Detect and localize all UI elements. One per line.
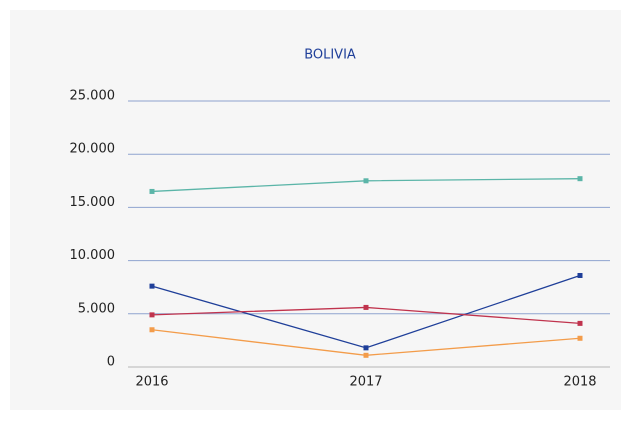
point: [149, 327, 155, 333]
y-tick-label: 10.000: [70, 248, 116, 263]
panel: [10, 10, 621, 410]
point: [577, 176, 583, 182]
point: [149, 283, 155, 289]
point: [577, 320, 583, 326]
point: [363, 178, 369, 184]
y-tick-label: 0: [107, 355, 115, 370]
y-tick-label: 20.000: [70, 142, 116, 157]
point: [149, 188, 155, 194]
point: [363, 304, 369, 310]
y-tick-label: 25.000: [70, 89, 116, 104]
point: [577, 272, 583, 278]
x-tick-label: 2018: [563, 375, 596, 390]
y-tick-label: 5.000: [78, 301, 115, 316]
y-tick-label: 15.000: [70, 195, 116, 210]
point: [149, 312, 155, 318]
x-tick-label: 2017: [349, 375, 382, 390]
point: [363, 345, 369, 351]
chart-title: BOLIVIA: [304, 48, 356, 63]
x-tick-label: 2016: [135, 375, 168, 390]
point: [577, 335, 583, 341]
point: [363, 352, 369, 358]
